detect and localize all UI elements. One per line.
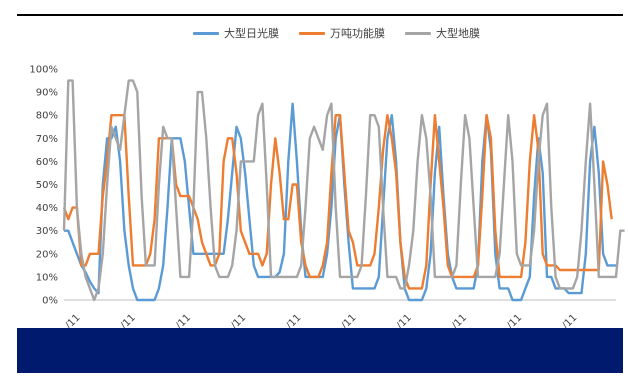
y-tick-label: 70% [36, 134, 58, 145]
y-tick-label: 40% [36, 203, 58, 214]
y-tick-label: 10% [36, 272, 58, 283]
footer-band [17, 328, 623, 373]
legend-swatch-daxing-dimo [405, 31, 431, 35]
y-tick-label: 60% [36, 157, 58, 168]
y-tick-label: 50% [36, 180, 58, 191]
legend-label-daxing-dimo: 大型地膜 [436, 27, 480, 40]
y-tick-label: 90% [36, 88, 58, 99]
y-tick-label: 30% [36, 226, 58, 237]
legend-swatch-daxing-riguang [193, 31, 219, 35]
y-axis: 0% 10% 20% 30% 40% 50% 60% 70% 80% 90% 100% [29, 65, 58, 307]
legend-swatch-wandun-gongneng [299, 31, 325, 35]
legend-item-wandun-gongneng: 万吨功能膜 [299, 25, 385, 41]
y-tick-label: 100% [29, 65, 58, 76]
legend-label-daxing-riguang: 大型日光膜 [224, 27, 279, 40]
legend-item-daxing-dimo: 大型地膜 [405, 25, 480, 41]
y-tick-label: 20% [36, 249, 58, 260]
y-tick-label: 80% [36, 111, 58, 122]
legend-label-wandun-gongneng: 万吨功能膜 [330, 27, 385, 40]
series-layer [62, 79, 625, 302]
chart-legend: 大型日光膜 万吨功能膜 大型地膜 [193, 25, 480, 41]
y-tick-label: 0% [42, 296, 58, 307]
top-rule [17, 14, 623, 16]
x-axis: /11/11/11/11/11/11/11/11/11/11 [64, 299, 616, 332]
series-line-daxing-dimo [62, 79, 625, 302]
series-line-wandun-gongneng [62, 113, 613, 290]
legend-item-daxing-riguang: 大型日光膜 [193, 25, 279, 41]
